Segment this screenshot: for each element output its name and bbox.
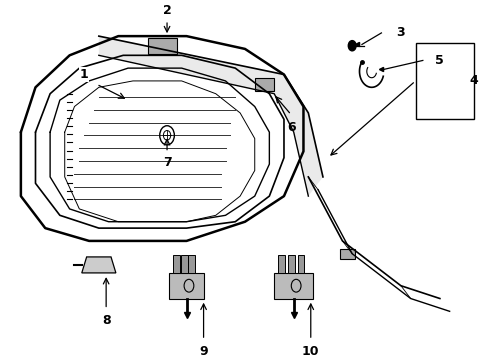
Text: 7: 7 bbox=[163, 156, 172, 169]
Bar bbox=[288, 255, 294, 273]
Bar bbox=[147, 38, 177, 54]
Bar bbox=[181, 255, 188, 273]
Text: 6: 6 bbox=[287, 121, 295, 134]
Bar bbox=[278, 255, 285, 273]
Circle shape bbox=[348, 41, 356, 51]
Bar bbox=[255, 78, 274, 90]
Bar bbox=[170, 273, 203, 298]
Bar bbox=[297, 255, 304, 273]
Text: 9: 9 bbox=[199, 345, 208, 357]
Bar bbox=[188, 255, 195, 273]
Text: 10: 10 bbox=[302, 345, 319, 357]
Text: 2: 2 bbox=[163, 4, 172, 17]
Text: 1: 1 bbox=[80, 68, 89, 81]
Bar bbox=[173, 255, 180, 273]
Text: 3: 3 bbox=[396, 26, 405, 40]
Bar bbox=[340, 249, 355, 258]
Bar bbox=[416, 42, 474, 119]
Polygon shape bbox=[82, 257, 116, 273]
Text: 8: 8 bbox=[102, 314, 110, 327]
Bar bbox=[274, 273, 313, 298]
Text: 5: 5 bbox=[435, 54, 444, 67]
Polygon shape bbox=[99, 36, 323, 196]
Text: 4: 4 bbox=[469, 75, 478, 87]
